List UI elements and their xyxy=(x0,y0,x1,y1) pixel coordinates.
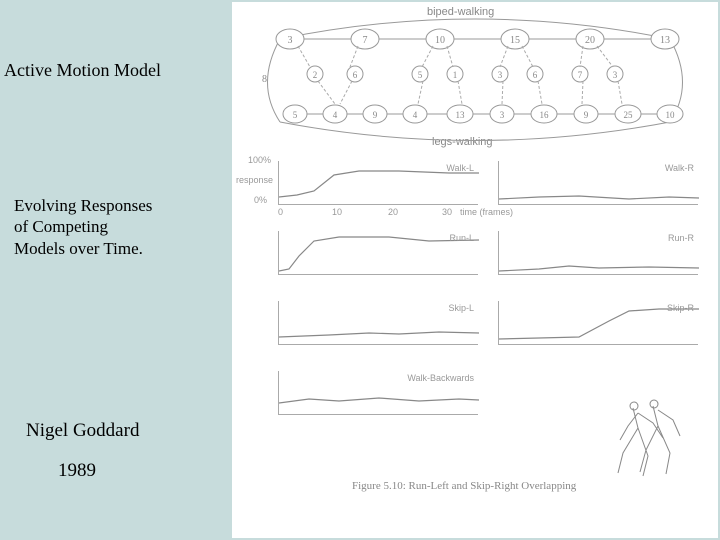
subtitle-line-3: Models over Time. xyxy=(14,239,143,258)
x-tick: 0 xyxy=(278,207,283,217)
node-value: 6 xyxy=(533,70,538,80)
figure-caption: Figure 5.10: Run-Left and Skip-Right Ove… xyxy=(352,480,576,492)
edge-label: 8 xyxy=(262,74,267,85)
node-value: 4 xyxy=(413,110,418,120)
plot-walk-r: Walk-R xyxy=(498,161,698,205)
plot-label: Skip-L xyxy=(448,303,474,313)
plot-line xyxy=(499,266,699,271)
node-value: 2 xyxy=(313,70,318,80)
subtitle-line-1: Evolving Responses xyxy=(14,196,152,215)
slide-title: Active Motion Model xyxy=(4,60,161,81)
node-value: 16 xyxy=(540,110,550,120)
node-value: 5 xyxy=(293,110,298,120)
y-mid-label: response xyxy=(236,175,273,185)
node-value: 13 xyxy=(456,110,466,120)
y-bot-label: 0% xyxy=(254,195,267,205)
plot-label: Run-R xyxy=(668,233,694,243)
motion-graph: 3 7 10 15 20 13 2 6 5 1 xyxy=(240,4,710,152)
node-value: 4 xyxy=(333,110,338,120)
node-value: 3 xyxy=(613,70,618,80)
node-value: 3 xyxy=(500,110,505,120)
node-value: 5 xyxy=(418,70,423,80)
node-value: 10 xyxy=(666,110,676,120)
node-value: 25 xyxy=(624,110,634,120)
slide-subtitle: Evolving Responses of Competing Models o… xyxy=(14,195,152,259)
plot-line xyxy=(499,309,699,339)
stick-figure-icon xyxy=(598,398,698,478)
x-tick: 30 xyxy=(442,207,452,217)
node-value: 10 xyxy=(435,35,445,46)
plot-label: Walk-R xyxy=(665,163,694,173)
subtitle-line-2: of Competing xyxy=(14,217,108,236)
plot-line xyxy=(279,398,479,403)
plot-line xyxy=(499,196,699,199)
plot-label: Run-L xyxy=(449,233,474,243)
author-name: Nigel Goddard xyxy=(26,420,139,442)
left-column: Active Motion Model Evolving Responses o… xyxy=(0,0,220,540)
plot-label: Walk-L xyxy=(446,163,474,173)
figure-area: biped-walking legs-walking 3 7 10 15 20 … xyxy=(232,2,718,538)
x-tick: 10 xyxy=(332,207,342,217)
plot-label: Walk-Backwards xyxy=(407,373,474,383)
y-top-label: 100% xyxy=(248,155,271,165)
graph-mid-row: 2 6 5 1 3 6 7 3 xyxy=(307,66,623,82)
graph-top-row: 3 7 10 15 20 13 xyxy=(276,29,679,49)
x-label: time (frames) xyxy=(460,207,513,217)
node-value: 9 xyxy=(373,110,378,120)
node-value: 3 xyxy=(498,70,503,80)
x-tick: 20 xyxy=(388,207,398,217)
plot-skip-r: Skip-R xyxy=(498,301,698,345)
graph-bottom-row: 5 4 9 4 13 3 16 9 25 10 xyxy=(283,105,683,123)
plot-walk-backwards: Walk-Backwards xyxy=(278,371,478,415)
node-value: 7 xyxy=(363,35,368,46)
plot-skip-l: Skip-L xyxy=(278,301,478,345)
year: 1989 xyxy=(58,460,96,482)
plot-run-r: Run-R xyxy=(498,231,698,275)
node-value: 7 xyxy=(578,70,583,80)
plot-line xyxy=(279,332,479,337)
node-value: 3 xyxy=(288,35,293,46)
plot-walk-l: Walk-L xyxy=(278,161,478,205)
node-value: 15 xyxy=(510,35,520,46)
plot-run-l: Run-L xyxy=(278,231,478,275)
node-value: 1 xyxy=(453,70,458,80)
node-value: 20 xyxy=(585,35,595,46)
plot-label: Skip-R xyxy=(667,303,694,313)
node-value: 13 xyxy=(660,35,670,46)
node-value: 6 xyxy=(353,70,358,80)
plot-line xyxy=(279,171,479,197)
node-value: 9 xyxy=(584,110,589,120)
